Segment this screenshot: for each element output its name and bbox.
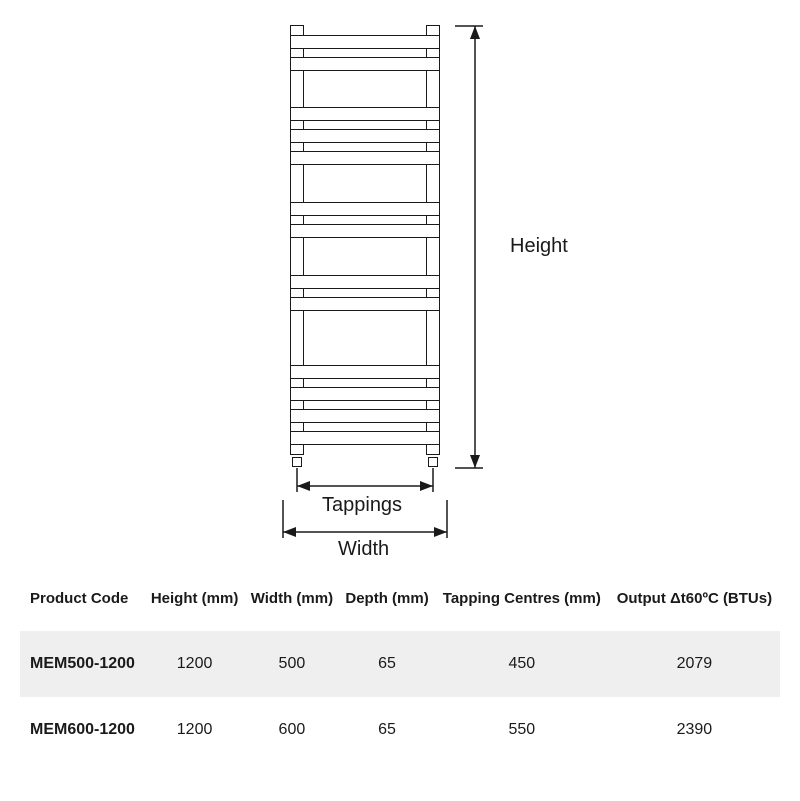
radiator-rung — [290, 57, 440, 71]
height-dimension — [455, 25, 495, 470]
radiator-rung — [290, 107, 440, 121]
radiator-rung — [290, 35, 440, 49]
radiator-rung — [290, 297, 440, 311]
table-header-cell: Width (mm) — [245, 580, 340, 631]
table-row: MEM600-12001200600655502390 — [20, 697, 780, 763]
table-cell: 500 — [245, 631, 340, 697]
width-dimension — [282, 500, 448, 542]
radiator-foot — [292, 457, 302, 467]
table-header-cell: Height (mm) — [145, 580, 245, 631]
table-cell: 1200 — [145, 631, 245, 697]
table-cell: 450 — [435, 631, 609, 697]
table-cell: 2079 — [609, 631, 780, 697]
table-cell: 550 — [435, 697, 609, 763]
table-row: MEM500-12001200500654502079 — [20, 631, 780, 697]
radiator-rung — [290, 409, 440, 423]
table-cell: MEM500-1200 — [20, 631, 145, 697]
radiator-rung — [290, 431, 440, 445]
spec-table: Product CodeHeight (mm)Width (mm)Depth (… — [20, 580, 780, 763]
dimension-diagram: Height Tappings Width — [0, 10, 800, 560]
table-header-cell: Depth (mm) — [339, 580, 435, 631]
width-label: Width — [338, 538, 389, 561]
table-cell: 2390 — [609, 697, 780, 763]
table-cell: 1200 — [145, 697, 245, 763]
radiator-rung — [290, 365, 440, 379]
table-body: MEM500-12001200500654502079MEM600-120012… — [20, 631, 780, 763]
table-cell: 65 — [339, 697, 435, 763]
table-header-row: Product CodeHeight (mm)Width (mm)Depth (… — [20, 580, 780, 631]
table-cell: MEM600-1200 — [20, 697, 145, 763]
table-cell: 600 — [245, 697, 340, 763]
height-label: Height — [510, 235, 568, 258]
radiator-rung — [290, 202, 440, 216]
radiator-rung — [290, 224, 440, 238]
table-header-cell: Output Δt60ºC (BTUs) — [609, 580, 780, 631]
radiator-rung — [290, 387, 440, 401]
radiator-rung — [290, 275, 440, 289]
radiator-rung — [290, 151, 440, 165]
radiator-rung — [290, 129, 440, 143]
table-header-cell: Tapping Centres (mm) — [435, 580, 609, 631]
radiator-outline — [290, 25, 440, 455]
table-header-cell: Product Code — [20, 580, 145, 631]
radiator-foot — [428, 457, 438, 467]
table-cell: 65 — [339, 631, 435, 697]
